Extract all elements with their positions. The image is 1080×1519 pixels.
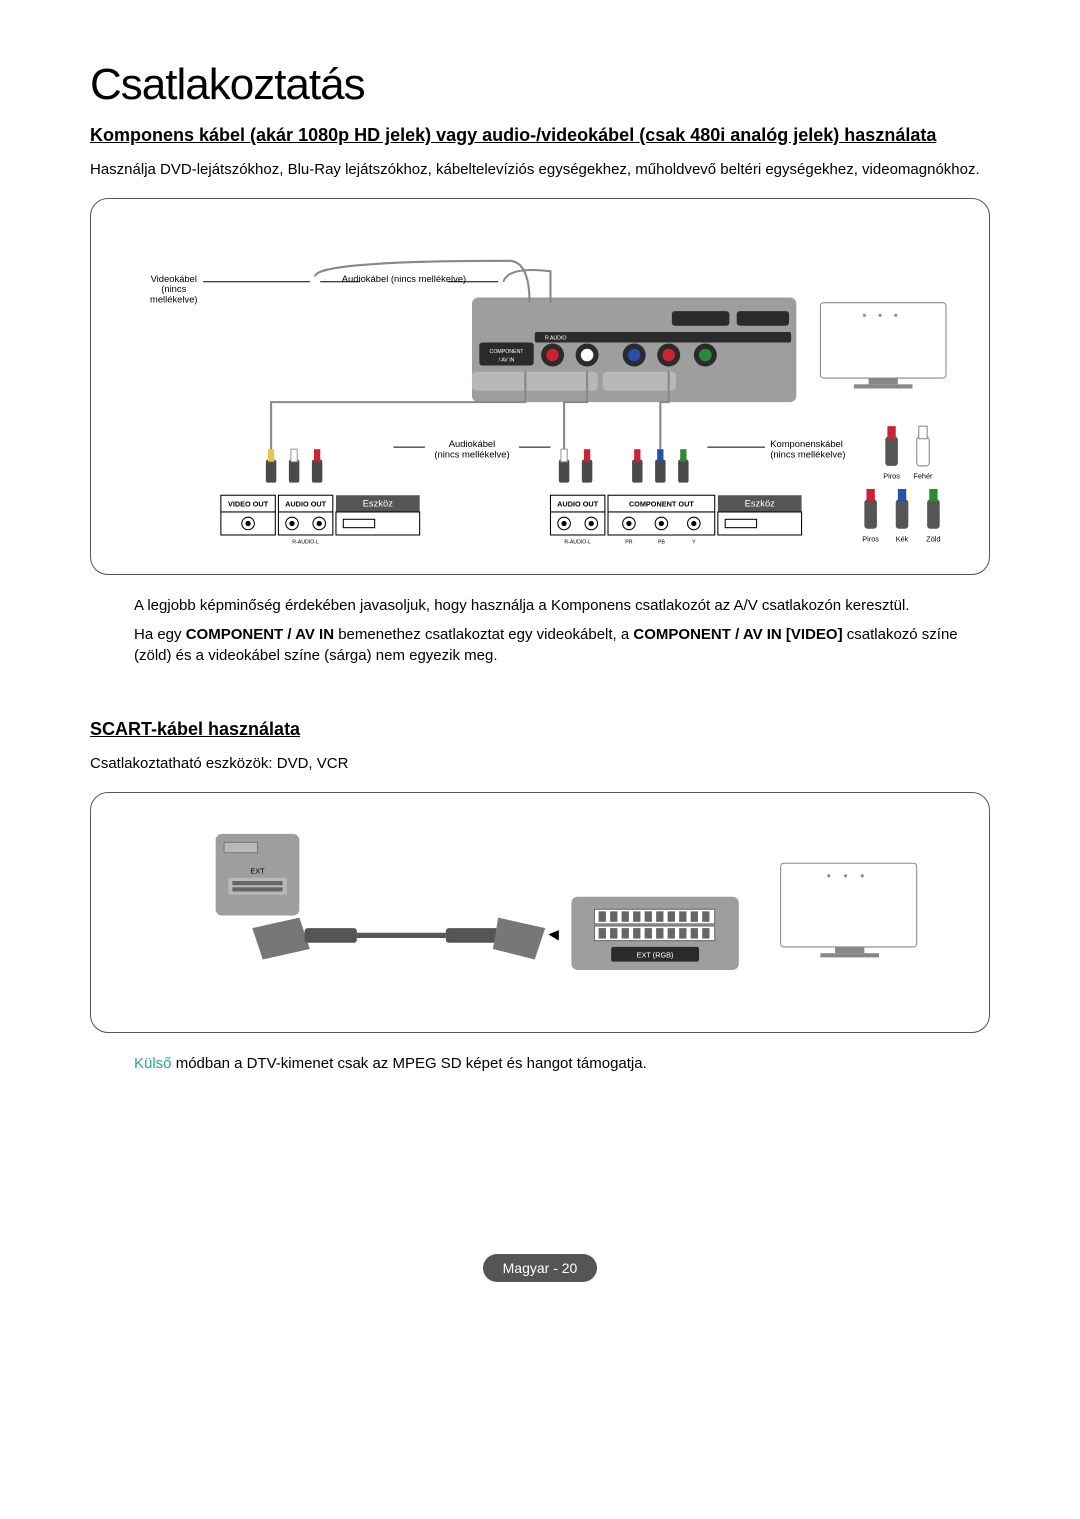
svg-text:EXT: EXT xyxy=(250,867,265,876)
svg-text:/ AV IN: / AV IN xyxy=(499,357,515,363)
label-audio-cable: Audiokábel (nincs mellékelve) xyxy=(342,273,466,284)
page-number: Magyar - 20 xyxy=(483,1254,598,1282)
device-component: Eszköz AUDIO OUT R-AUDIO-L COMPONENT OUT… xyxy=(550,449,801,545)
section-scart: SCART-kábel használata Csatlakoztatható … xyxy=(90,716,990,1074)
svg-text:(nincs mellékelve): (nincs mellékelve) xyxy=(434,449,509,460)
svg-text:R AUDIO: R AUDIO xyxy=(545,335,566,341)
tv-icon-2 xyxy=(781,863,917,957)
svg-text:Fehér: Fehér xyxy=(913,471,933,480)
svg-text:Zöld: Zöld xyxy=(926,534,940,543)
svg-text:AUDIO OUT: AUDIO OUT xyxy=(557,500,599,509)
svg-text:Komponenskábel: Komponenskábel xyxy=(770,438,843,449)
svg-text:PR: PR xyxy=(625,539,632,545)
diagram-component: Videokábel (nincs mellékelve) Audiokábel… xyxy=(90,198,990,575)
svg-text:VIDEO OUT: VIDEO OUT xyxy=(228,500,269,509)
scart-diagram-svg: EXT xyxy=(111,813,969,1012)
svg-text:Piros: Piros xyxy=(862,534,879,543)
svg-text:Y: Y xyxy=(692,539,696,545)
page-title: Csatlakoztatás xyxy=(90,60,990,110)
svg-text:Eszköz: Eszköz xyxy=(363,498,394,509)
note-1: A legjobb képminőség érdekében javasolju… xyxy=(134,595,990,616)
intro-text: Használja DVD-lejátszókhoz, Blu-Ray lejá… xyxy=(90,159,990,180)
svg-text:COMPONENT OUT: COMPONENT OUT xyxy=(629,500,695,509)
note-2: Ha egy COMPONENT / AV IN bemenethez csat… xyxy=(134,624,990,666)
svg-text:Kék: Kék xyxy=(896,534,909,543)
note-scart: Külső módban a DTV-kimenet csak az MPEG … xyxy=(134,1053,990,1074)
svg-text:AUDIO OUT: AUDIO OUT xyxy=(285,500,327,509)
svg-text:mellékelve): mellékelve) xyxy=(150,294,198,305)
svg-text:(nincs mellékelve): (nincs mellékelve) xyxy=(770,449,845,460)
svg-text:(nincs: (nincs xyxy=(161,283,186,294)
svg-text:R-AUDIO-L: R-AUDIO-L xyxy=(292,539,319,545)
section-component: Komponens kábel (akár 1080p HD jelek) va… xyxy=(90,122,990,666)
intro-text-2: Csatlakoztatható eszközök: DVD, VCR xyxy=(90,753,990,774)
svg-text:EXT (RGB): EXT (RGB) xyxy=(637,950,674,959)
svg-text:Piros: Piros xyxy=(883,471,900,480)
svg-text:PB: PB xyxy=(658,539,665,545)
tv-icon xyxy=(820,303,946,389)
page-footer: Magyar - 20 xyxy=(90,1254,990,1282)
plug-legend: Piros Fehér Piros Kék Zöld xyxy=(862,426,940,543)
svg-text:R-AUDIO-L: R-AUDIO-L xyxy=(564,539,591,545)
svg-text:COMPONENT: COMPONENT xyxy=(490,349,525,355)
diagram-scart: EXT xyxy=(90,792,990,1033)
label-video-cable: Videokábel xyxy=(151,273,197,284)
component-diagram-svg: Videokábel (nincs mellékelve) Audiokábel… xyxy=(111,219,969,554)
svg-text:Eszköz: Eszköz xyxy=(745,498,776,509)
device-av: Eszköz VIDEO OUT AUDIO OUT R-AUDIO-L xyxy=(221,449,420,545)
svg-text:Audiokábel: Audiokábel xyxy=(449,438,496,449)
section-heading-2: SCART-kábel használata xyxy=(90,716,990,743)
section-heading: Komponens kábel (akár 1080p HD jelek) va… xyxy=(90,122,990,149)
